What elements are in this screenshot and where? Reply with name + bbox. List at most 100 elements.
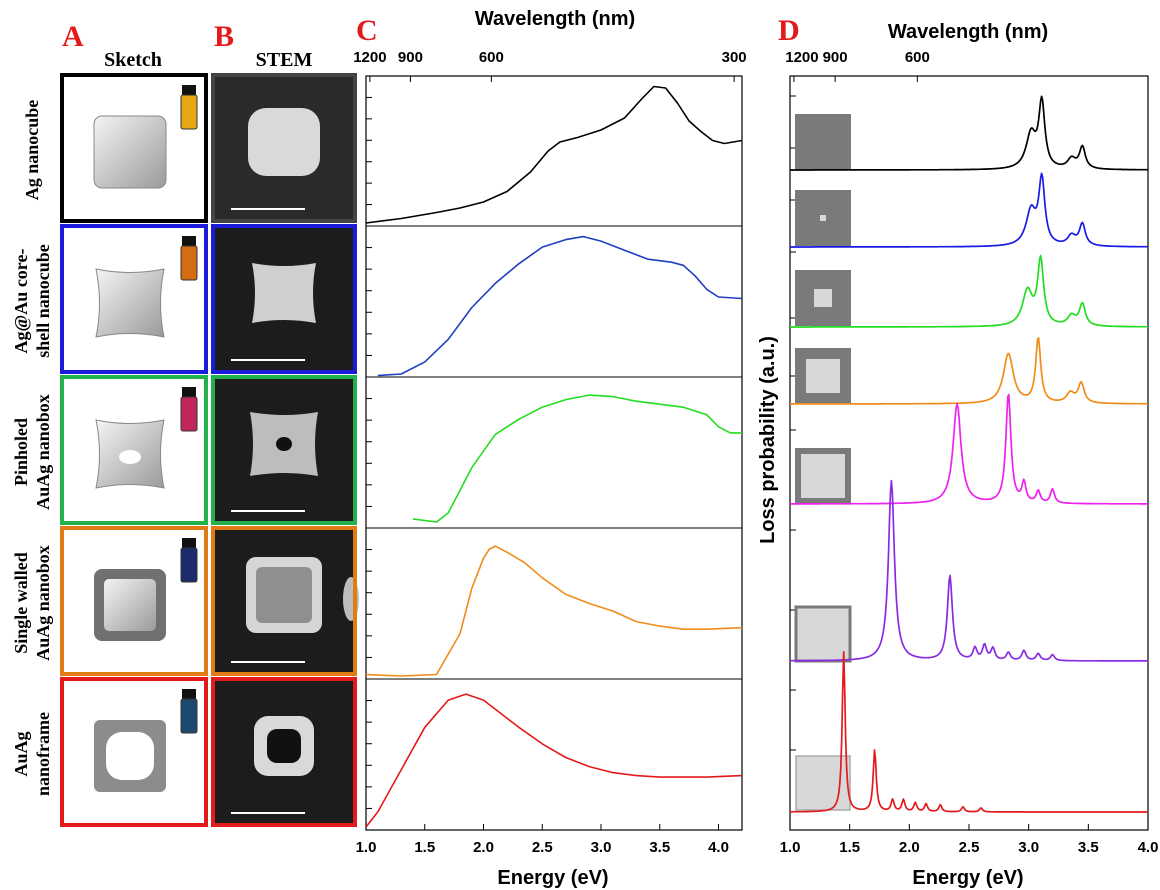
panel-d-letter: D: [778, 14, 800, 47]
panel-c-letter: C: [356, 14, 378, 47]
panel-d-series-line: [790, 95, 1148, 171]
vial-cap: [182, 538, 196, 548]
panel-c-series-line: [412, 394, 742, 523]
panel-c-curves: [365, 85, 743, 828]
row-label-line: nanoframe: [33, 712, 53, 796]
stem-particle-interior: [256, 567, 312, 623]
panel-d-series-line: [790, 393, 1148, 505]
panel-c-x-tick-label: 3.0: [591, 839, 612, 856]
vial-cap: [182, 85, 196, 95]
row-label-line: Single walled: [11, 552, 31, 654]
panel-d-bottom-ticks: 1.0 1.5 2.0 2.5 3.0 3.5 4.0: [780, 824, 1159, 856]
geometry-inset-core: [794, 605, 852, 663]
geometry-inset-shell: [795, 114, 851, 170]
stem-frame: [211, 73, 357, 223]
vial: [180, 547, 198, 583]
sample-row: Pinholed AuAg nanobox: [11, 375, 357, 525]
panel-c-x-tick-label: 4.0: [708, 839, 729, 856]
stem-column-title: STEM: [256, 49, 313, 71]
panel-c-top-tick-label: 300: [722, 49, 747, 66]
stem-frame: [211, 224, 357, 374]
row-label-line: Pinholed: [11, 418, 31, 486]
panel-d-top-tick-label: 1200: [785, 49, 818, 66]
panel-d-series-line: [790, 172, 1148, 248]
geometry-inset-core: [801, 454, 845, 498]
panel-c-series-line: [365, 85, 743, 224]
vial: [180, 396, 198, 432]
panel-d-x-tick-label: 2.0: [899, 839, 920, 856]
panel-c: Wavelength (nm) Energy (eV) 1200 900 600 30…: [353, 8, 746, 889]
panel-c-x-tick-label: 3.5: [649, 839, 670, 856]
geometry-inset-core: [795, 755, 851, 811]
panel-d-x-tick-label: 1.0: [780, 839, 801, 856]
panel-b-letter: B: [214, 20, 234, 53]
panel-d-top-ticks: 1200 900 600: [785, 49, 930, 82]
stem-frame: [211, 526, 357, 676]
geometry-inset-core: [814, 289, 832, 307]
panel-c-top-axis-title: Wavelength (nm): [475, 8, 635, 30]
stem-frame-opening: [267, 729, 301, 763]
panel-c-series-line: [377, 235, 743, 377]
panel-d-x-tick-label: 4.0: [1138, 839, 1159, 856]
panel-d-x-tick-label: 1.5: [839, 839, 860, 856]
row-label-line: Ag nanocube: [22, 100, 42, 201]
geometry-inset-core: [820, 215, 826, 221]
panel-c-bottom-ticks: 1.0 1.5 2.0 2.5 3.0 3.5 4.0: [356, 824, 729, 856]
panel-c-x-tick-label: 2.5: [532, 839, 553, 856]
vial-cap: [182, 387, 196, 397]
row-label-line: shell nanocube: [33, 244, 53, 358]
panel-d-top-tick-label: 600: [905, 49, 930, 66]
panel-d: Wavelength (nm) Energy (eV) Loss probabi…: [757, 21, 1158, 889]
stem-frame: [211, 677, 357, 827]
panel-d-insets: [794, 114, 852, 811]
row-label-line: AuAg: [11, 731, 31, 776]
row-label-line: Ag@Au core-: [11, 249, 31, 354]
panel-d-series-line: [790, 479, 1148, 662]
panel-c-top-tick-label: 1200: [353, 49, 386, 66]
panel-c-frame: [365, 75, 743, 831]
vial-cap: [182, 236, 196, 246]
row-label-line: AuAg nanobox: [33, 545, 53, 661]
panel-d-curves: [790, 95, 1148, 813]
sketch-cube: [93, 115, 167, 189]
stem-particle: [248, 108, 320, 176]
panel-d-top-tick-label: 900: [823, 49, 848, 66]
panel-a-letter: A: [62, 20, 84, 53]
panel-c-series-line: [365, 693, 743, 828]
panel-d-x-tick-label: 2.5: [959, 839, 980, 856]
panel-c-frames: [365, 75, 743, 831]
panel-c-x-tick-label: 1.5: [414, 839, 435, 856]
vial: [180, 698, 198, 734]
panel-d-frame: [789, 75, 1149, 831]
stem-pinhole: [276, 437, 292, 451]
panel-d-x-tick-label: 3.0: [1018, 839, 1039, 856]
sample-row: Ag@Au core-shell nanocube: [11, 224, 357, 374]
stem-particle: [252, 263, 316, 323]
sample-row: AuAg nanoframe: [11, 677, 357, 827]
panel-c-x-tick-label: 2.0: [473, 839, 494, 856]
row-label-line: AuAg nanobox: [33, 394, 53, 510]
panel-d-x-tick-label: 3.5: [1078, 839, 1099, 856]
panel-d-series-line: [790, 337, 1148, 405]
stem-frame: [211, 375, 357, 525]
panel-c-top-tick-label: 600: [479, 49, 504, 66]
sketch-pinhole: [119, 450, 141, 464]
panel-c-x-axis-title: Energy (eV): [497, 867, 608, 889]
vial-cap: [182, 689, 196, 699]
sketch-concave-cube: [95, 268, 165, 338]
vial: [180, 94, 198, 130]
panel-c-top-ticks: 1200 900 600 300: [353, 49, 747, 82]
panel-c-top-tick-label: 900: [398, 49, 423, 66]
panel-d-series-line: [790, 650, 1148, 813]
panel-d-y-axis-title: Loss probability (a.u.): [757, 336, 779, 544]
sample-row: Ag nanocube: [22, 73, 357, 223]
sketch-frame-opening: [106, 732, 154, 780]
panel-d-x-axis-title: Energy (eV): [912, 867, 1023, 889]
sample-row: Single walled AuAg nanobox: [11, 526, 359, 676]
panel-d-series-line: [790, 254, 1148, 328]
panel-c-x-tick-label: 1.0: [356, 839, 377, 856]
sketch-column-title: Sketch: [104, 49, 162, 71]
panel-c-series-line: [365, 545, 743, 677]
